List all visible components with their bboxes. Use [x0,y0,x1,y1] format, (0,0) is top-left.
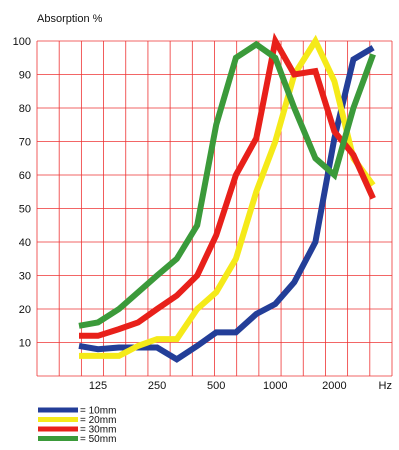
series-line-4 [78,40,376,329]
y-tick-label: 80 [19,103,31,115]
y-tick-label: 90 [19,70,31,82]
legend-label: = 30mm [80,425,116,436]
grid-lines [36,40,393,377]
legend: = 10mm= 20mm= 30mm= 50mm [38,406,116,445]
legend-label: = 50mm [80,434,116,445]
x-tick-label: 250 [148,380,166,392]
x-tick-label: 500 [207,380,225,392]
x-tick-label: 1000 [263,380,287,392]
y-tick-labels: 10 20 30 40 50 60 70 80 90 100 [13,36,31,350]
series-line-1 [78,45,375,363]
y-tick-label: 20 [19,304,31,316]
data-series [78,32,376,363]
series-line-2 [79,34,376,359]
y-tick-label: 70 [19,137,31,149]
legend-label: = 20mm [80,415,116,426]
y-tick-label: 50 [19,204,31,216]
x-tick-labels: 125 250 500 1000 2000 [89,380,347,392]
x-tick-label: 2000 [322,380,346,392]
y-tick-label: 100 [13,36,31,48]
y-tick-label: 40 [19,237,31,249]
y-tick-label: 30 [19,271,31,283]
series-line-3 [79,32,376,339]
x-tick-label: 125 [89,380,107,392]
x-axis-unit: Hz [379,380,392,392]
legend-label: = 10mm [80,406,116,417]
y-tick-label: 60 [19,170,31,182]
y-tick-label: 10 [19,338,31,350]
y-axis-title: Absorption % [37,13,103,25]
